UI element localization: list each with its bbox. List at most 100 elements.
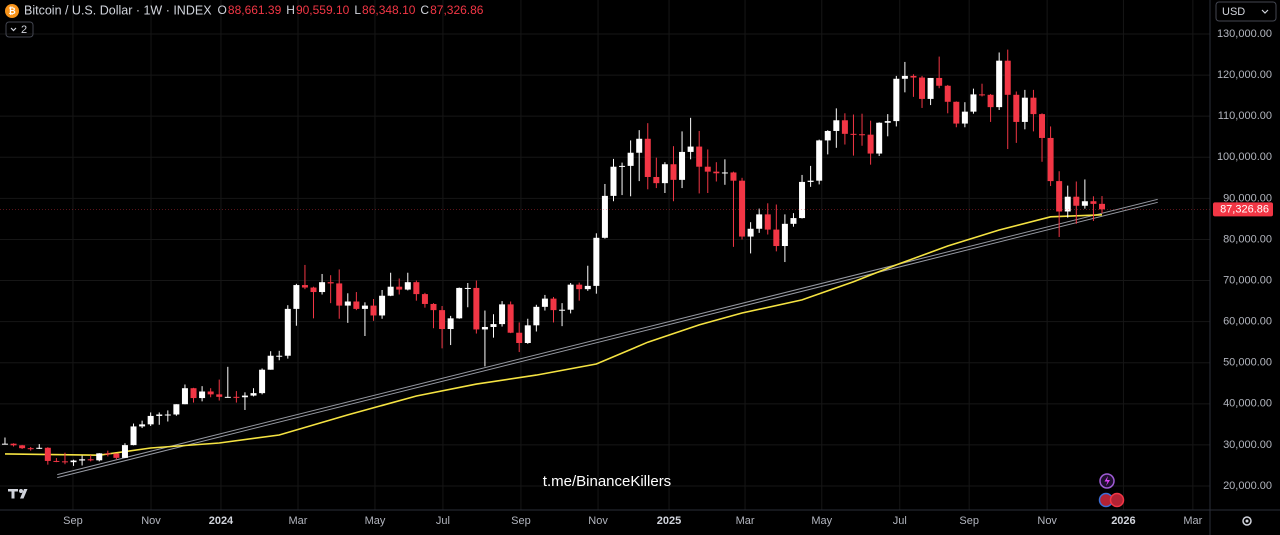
event-icon[interactable] (1109, 492, 1125, 508)
candle-body (473, 287, 480, 330)
candle-body (1030, 97, 1037, 115)
candle-body (644, 138, 651, 177)
plot (0, 49, 1210, 479)
candle-body (1039, 114, 1046, 138)
y-tick-label: 100,000.00 (1217, 151, 1272, 163)
candle-body (456, 287, 463, 319)
candle-body (593, 237, 600, 286)
candle-body (216, 394, 223, 397)
x-tick-label: May (365, 515, 386, 527)
chevron (10, 27, 17, 32)
y-tick-label: 110,000.00 (1218, 110, 1272, 122)
candle-body (756, 214, 763, 229)
candle-body (790, 218, 797, 224)
settings-icon[interactable] (1242, 516, 1252, 526)
candle-body (224, 396, 231, 398)
ohlc-value: 86,348.10 (362, 3, 416, 17)
candle-body (867, 134, 874, 154)
candle-body (944, 85, 951, 102)
x-tick-label: Nov (1037, 515, 1057, 527)
candle-body (259, 369, 266, 394)
candle-body (961, 111, 968, 124)
candle-body (207, 391, 214, 395)
candle-body (1090, 201, 1097, 204)
candle-body (721, 172, 728, 174)
candle-body (27, 448, 34, 450)
candle-body (310, 287, 317, 293)
candle-body (936, 77, 943, 86)
candle-body (147, 415, 154, 425)
candle-body (807, 180, 814, 182)
ohlc-value: 90,559.10 (296, 3, 350, 17)
candle-body (679, 151, 686, 180)
candle-body (584, 285, 591, 290)
y-tick-label: 50,000.00 (1223, 357, 1272, 369)
y-tick-label: 120,000.00 (1217, 69, 1272, 81)
x-tick-label: Nov (141, 515, 161, 527)
candle-body (559, 309, 566, 311)
candle-body (516, 332, 523, 343)
ohlc-legend: O 88,661.39 H 90,559.10 L 86,348.10 C 87,326.86 (218, 3, 484, 17)
candle-body (327, 282, 334, 284)
candle-body (833, 120, 840, 131)
candle-body (876, 122, 883, 154)
candle-body (713, 171, 720, 174)
candle-body (404, 282, 411, 290)
y-tick-label: 20,000.00 (1223, 480, 1272, 492)
axes: 20,000.00 30,000.00 40,000.00 50,000.00 60,0… (63, 28, 1273, 527)
trendline (57, 201, 1158, 479)
candle-body (1073, 196, 1080, 206)
candle-body (687, 146, 694, 152)
candle-body (250, 393, 257, 396)
candle-body (919, 77, 926, 99)
candle-body (1064, 196, 1071, 212)
settings-icon-center (1245, 519, 1249, 523)
x-tick-label: 2024 (209, 515, 234, 527)
candle-body (524, 325, 531, 343)
candle-body (19, 445, 26, 449)
candle-body (661, 164, 668, 184)
candle-body (1, 443, 8, 445)
x-tick-label: Jul (436, 515, 450, 527)
candle-body (241, 395, 248, 398)
x-tick-label: 2025 (657, 515, 681, 527)
y-tick-label: 70,000.00 (1223, 274, 1272, 286)
candle-body (481, 326, 488, 330)
candle-body (113, 453, 120, 458)
candle-body (267, 355, 274, 370)
chart-title: Bitcoin / U.S. Dollar · 1W · INDEX (24, 3, 212, 17)
candle-body (336, 283, 343, 306)
candle-body (987, 94, 994, 108)
candle-body (730, 172, 737, 181)
ohlc-key: C (420, 3, 429, 17)
candle-body (490, 324, 497, 327)
candle-body (10, 443, 17, 446)
candle-body (464, 287, 471, 289)
candle-body (139, 424, 146, 427)
indicator-count: 2 (21, 24, 27, 36)
last-price-tag (1213, 202, 1273, 217)
candle-body (284, 308, 291, 356)
candle-body (996, 60, 1003, 108)
candle-body (44, 447, 51, 461)
candle-body (430, 303, 437, 311)
last-price-label: 87,326.86 (1220, 204, 1269, 216)
candle-body (156, 414, 163, 416)
currency-selector[interactable] (1215, 1, 1277, 22)
candle-body (704, 166, 711, 172)
candle-body (61, 461, 68, 463)
candle-body (387, 286, 394, 296)
candle-body (893, 78, 900, 122)
candle-body (439, 310, 446, 330)
candle-body (1013, 94, 1020, 122)
candle-body (567, 284, 574, 310)
candle-body (361, 305, 368, 309)
candle-body (293, 285, 300, 309)
candle-body (130, 426, 137, 446)
candle-body (953, 101, 960, 124)
candle-body (773, 229, 780, 247)
candle-body (799, 181, 806, 219)
indicator-toggle[interactable] (5, 21, 34, 38)
candle-body (533, 306, 540, 326)
